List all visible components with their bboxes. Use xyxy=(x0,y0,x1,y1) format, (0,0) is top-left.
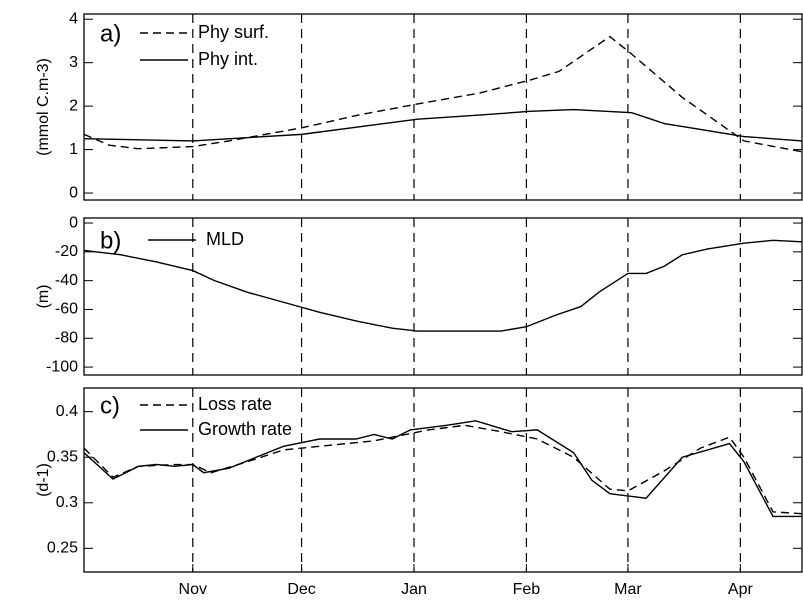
axes-frame xyxy=(83,217,803,376)
x-tick-label: Nov xyxy=(179,581,207,598)
y-tick-label: -80 xyxy=(55,329,78,346)
legend-label: Phy int. xyxy=(198,49,258,69)
y-tick-label: 3 xyxy=(69,54,78,71)
x-tick-label: Apr xyxy=(728,581,754,598)
series-line xyxy=(83,424,803,515)
y-axis-label: (d-1) xyxy=(35,463,52,497)
axes-frame xyxy=(83,387,803,573)
legend-label: MLD xyxy=(206,229,244,249)
y-tick-label: 0.3 xyxy=(56,494,78,511)
y-tick-label: 0.25 xyxy=(47,540,78,557)
y-tick-label: 1 xyxy=(69,141,78,158)
panel-label: b) xyxy=(100,227,121,254)
series-line xyxy=(83,35,803,153)
y-tick-label: 0 xyxy=(69,214,78,231)
legend-label: Growth rate xyxy=(198,419,292,439)
y-axis-label: (m) xyxy=(35,285,52,309)
y-tick-label: 2 xyxy=(69,97,78,114)
x-tick-label: Mar xyxy=(614,581,642,598)
legend-label: Phy surf. xyxy=(198,22,269,42)
series-line xyxy=(83,239,803,332)
y-tick-label: -60 xyxy=(55,301,78,318)
x-tick-label: Jan xyxy=(401,581,427,598)
y-tick-label: 0 xyxy=(69,184,78,201)
y-tick-label: -40 xyxy=(55,272,78,289)
panel-label: c) xyxy=(100,392,120,419)
series-line xyxy=(83,108,803,142)
y-tick-label: 0.35 xyxy=(47,448,78,465)
legend-label: Loss rate xyxy=(198,394,272,414)
y-tick-label: -20 xyxy=(55,243,78,260)
y-tick-label: 4 xyxy=(69,10,78,27)
x-tick-label: Feb xyxy=(513,581,541,598)
x-tick-label: Dec xyxy=(287,581,315,598)
y-tick-label: -100 xyxy=(46,358,78,375)
series-line xyxy=(83,420,802,518)
y-axis-label: (mmol C.m-3) xyxy=(35,58,52,156)
panel-label: a) xyxy=(100,20,121,47)
axes-frame xyxy=(83,13,803,201)
y-tick-label: 0.4 xyxy=(56,403,78,420)
